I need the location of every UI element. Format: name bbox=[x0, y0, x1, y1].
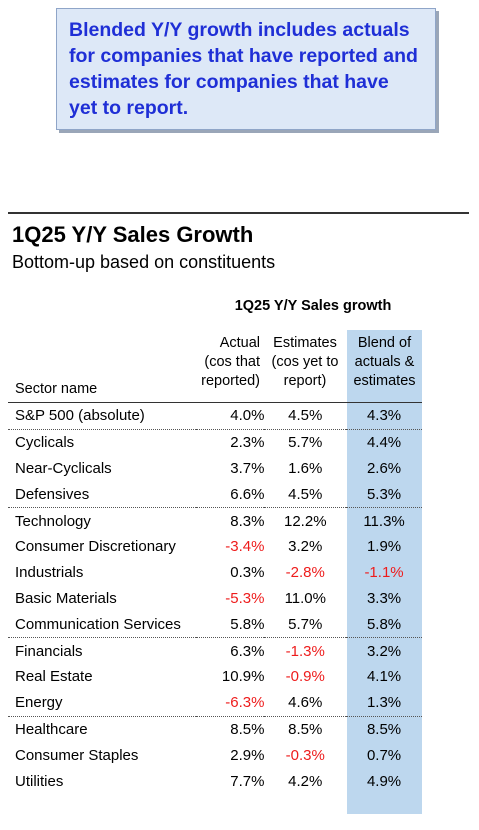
header-blend: Blend of actuals & estimates bbox=[347, 334, 422, 391]
estimates-value-cell: 5.7% bbox=[288, 615, 323, 633]
header-estimates-line: report) bbox=[283, 373, 327, 389]
estimates-value-cell: 8.5% bbox=[264, 715, 347, 743]
header-actual-line: Actual bbox=[219, 335, 260, 351]
sales-growth-table: S&P 500 (absolute) 4.0% 4.5% 4.3% Cyclicals 2… bbox=[8, 402, 422, 794]
actual-value-cell: -3.4% bbox=[225, 538, 265, 556]
callout-line-1: Blended Y/Y growth includes actuals bbox=[69, 19, 410, 41]
actual-value-cell: 7.7% bbox=[230, 772, 265, 790]
callout-line-3: estimates for companies that have bbox=[69, 71, 389, 93]
blended-note-callout: Blended Y/Y growth includes actuals for … bbox=[56, 8, 436, 130]
actual-value-cell: 3.7% bbox=[230, 459, 265, 477]
actual-value-cell: 5.8% bbox=[230, 615, 265, 633]
callout-line-4: yet to report. bbox=[69, 97, 189, 119]
estimates-value-cell: -0.9% bbox=[285, 668, 325, 686]
actual-value-cell: 6.3% bbox=[196, 637, 265, 664]
actual-value-cell: -5.3% bbox=[225, 589, 265, 607]
table-row: Communication Services 5.8% 5.7% 5.8% bbox=[8, 611, 422, 637]
sector-name-cell: Consumer Discretionary bbox=[15, 538, 176, 556]
sector-name-cell: Technology bbox=[8, 507, 197, 534]
column-group-header: 1Q25 Y/Y Sales growth bbox=[234, 298, 392, 314]
actual-value-cell: 2.9% bbox=[230, 746, 265, 764]
blend-value-cell: 4.1% bbox=[366, 668, 402, 686]
table-row: Utilities 7.7% 4.2% 4.9% bbox=[8, 768, 422, 794]
estimates-value-cell: 1.6% bbox=[288, 459, 323, 477]
table-row: Consumer Discretionary -3.4% 3.2% 1.9% bbox=[8, 534, 422, 560]
blend-value-cell: 3.2% bbox=[346, 637, 422, 664]
page-title: 1Q25 Y/Y Sales Growth bbox=[12, 222, 254, 247]
header-blend-line: estimates bbox=[353, 373, 416, 389]
blend-value-cell: 0.7% bbox=[366, 746, 402, 764]
table-row: Defensives 6.6% 4.5% 5.3% bbox=[8, 481, 422, 507]
blend-value-cell: 1.3% bbox=[366, 694, 402, 712]
sector-name-cell: Cyclicals bbox=[8, 428, 197, 456]
blend-value-cell: 5.3% bbox=[366, 485, 402, 503]
sector-name-cell: Consumer Staples bbox=[15, 746, 139, 764]
actual-value-cell: 8.5% bbox=[196, 715, 265, 743]
sector-name-cell: Basic Materials bbox=[15, 589, 117, 607]
sales-growth-table-body: S&P 500 (absolute) 4.0% 4.5% 4.3% Cyclicals 2… bbox=[8, 402, 422, 794]
header-estimates-line: Estimates bbox=[273, 335, 337, 351]
sector-name-cell: Energy bbox=[15, 694, 63, 712]
estimates-value-cell: 4.6% bbox=[288, 694, 323, 712]
estimates-value-cell: 4.5% bbox=[264, 402, 347, 430]
header-estimates-line: (cos yet to bbox=[271, 354, 339, 370]
estimates-value-cell: 12.2% bbox=[264, 507, 347, 534]
table-row: Basic Materials -5.3% 11.0% 3.3% bbox=[8, 586, 422, 612]
page-subtitle: Bottom-up based on constituents bbox=[12, 252, 276, 272]
sector-name-cell: Industrials bbox=[15, 564, 84, 582]
header-blend-line: Blend of bbox=[357, 335, 412, 351]
header-actual: Actual (cos that reported) bbox=[190, 334, 260, 391]
estimates-value-cell: 3.2% bbox=[288, 538, 323, 556]
sector-name-cell: S&P 500 (absolute) bbox=[8, 402, 197, 430]
estimates-value-cell: 4.5% bbox=[288, 485, 323, 503]
table-row: Near-Cyclicals 3.7% 1.6% 2.6% bbox=[8, 456, 422, 482]
sector-name-cell: Near-Cyclicals bbox=[15, 459, 112, 477]
blend-value-cell: 11.3% bbox=[346, 507, 422, 534]
blend-value-cell: 8.5% bbox=[346, 715, 422, 743]
blend-value-cell: -1.1% bbox=[364, 564, 404, 582]
blend-value-cell: 2.6% bbox=[366, 459, 402, 477]
actual-value-cell: 2.3% bbox=[196, 428, 265, 456]
sector-name-cell: Communication Services bbox=[15, 615, 181, 633]
table-row: S&P 500 (absolute) 4.0% 4.5% 4.3% bbox=[8, 402, 422, 430]
header-blend-line: actuals & bbox=[354, 354, 415, 370]
table-row: Technology 8.3% 12.2% 11.3% bbox=[8, 507, 422, 534]
header-sector: Sector name bbox=[15, 381, 98, 397]
title-divider bbox=[8, 212, 469, 214]
blend-value-cell: 4.3% bbox=[346, 402, 422, 430]
sector-name-cell: Financials bbox=[8, 637, 197, 664]
table-row: Real Estate 10.9% -0.9% 4.1% bbox=[8, 664, 422, 690]
blend-value-cell: 1.9% bbox=[366, 538, 402, 556]
sector-name-cell: Utilities bbox=[15, 772, 64, 790]
blend-value-cell: 4.4% bbox=[346, 428, 422, 456]
actual-value-cell: 10.9% bbox=[221, 668, 265, 686]
table-row: Financials 6.3% -1.3% 3.2% bbox=[8, 637, 422, 664]
actual-value-cell: 4.0% bbox=[196, 402, 265, 430]
actual-value-cell: 8.3% bbox=[196, 507, 265, 534]
sector-name-cell: Defensives bbox=[15, 485, 90, 503]
callout-line-2: for companies that have reported and bbox=[69, 45, 418, 67]
blend-value-cell: 3.3% bbox=[366, 589, 402, 607]
header-actual-line: reported) bbox=[201, 373, 260, 389]
blend-value-cell: 4.9% bbox=[366, 772, 402, 790]
estimates-value-cell: -1.3% bbox=[264, 637, 347, 664]
actual-value-cell: -6.3% bbox=[225, 694, 265, 712]
table-row: Energy -6.3% 4.6% 1.3% bbox=[8, 690, 422, 716]
header-actual-line: (cos that bbox=[204, 354, 260, 370]
table-row: Consumer Staples 2.9% -0.3% 0.7% bbox=[8, 742, 422, 768]
sector-name-cell: Healthcare bbox=[8, 715, 197, 743]
table-row: Industrials 0.3% -2.8% -1.1% bbox=[8, 560, 422, 586]
table-row: Healthcare 8.5% 8.5% 8.5% bbox=[8, 715, 422, 743]
actual-value-cell: 6.6% bbox=[230, 485, 265, 503]
table-row: Cyclicals 2.3% 5.7% 4.4% bbox=[8, 428, 422, 456]
estimates-value-cell: -0.3% bbox=[285, 746, 325, 764]
sector-name-cell: Real Estate bbox=[15, 668, 93, 686]
header-estimates: Estimates (cos yet to report) bbox=[266, 334, 344, 391]
estimates-value-cell: 5.7% bbox=[264, 428, 347, 456]
estimates-value-cell: 11.0% bbox=[284, 589, 326, 607]
estimates-value-cell: -2.8% bbox=[285, 564, 325, 582]
actual-value-cell: 0.3% bbox=[230, 564, 265, 582]
estimates-value-cell: 4.2% bbox=[288, 772, 323, 790]
blend-value-cell: 5.8% bbox=[366, 615, 402, 633]
